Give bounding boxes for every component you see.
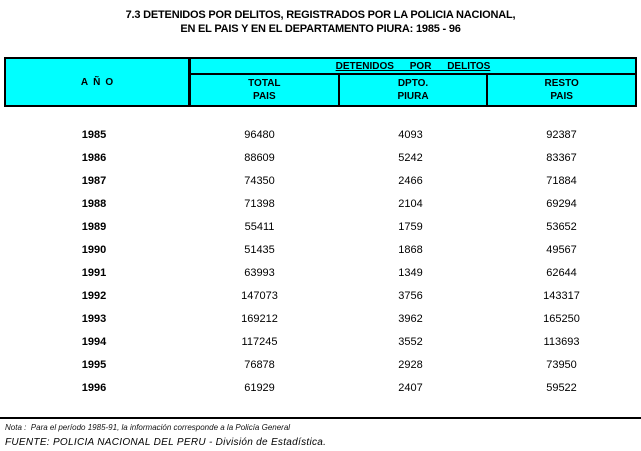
resto-pais-cell: 71884 (546, 174, 577, 187)
resto-pais-cell: 113693 (543, 335, 580, 348)
column-header-line: PAIS (253, 90, 276, 102)
column-header-total-pais: TOTAL PAIS (191, 75, 338, 105)
total-pais-cell: 61929 (244, 381, 275, 394)
table-row: 1992 147073 3756 143317 (4, 284, 637, 307)
table-row: 1990 51435 1868 49567 (4, 238, 637, 261)
year-cell: 1995 (81, 358, 107, 371)
dpto-piura-cell: 1759 (398, 220, 423, 233)
dpto-piura-cell: 2466 (398, 174, 423, 187)
resto-pais-cell: 165250 (543, 312, 580, 325)
dpto-piura-cell: 3552 (398, 335, 423, 348)
table-row: 1996 61929 2407 59522 (4, 376, 637, 399)
footer-divider (0, 417, 641, 419)
subcolumn-headers: TOTAL PAIS DPTO. PIURA RESTO PAIS (191, 75, 635, 105)
band-header: DETENIDOS POR DELITOS (191, 59, 635, 75)
year-cell: 1993 (81, 312, 107, 325)
resto-pais-cell: 143317 (543, 289, 580, 302)
title-line-1: 7.3 DETENIDOS POR DELITOS, REGISTRADOS P… (125, 9, 516, 21)
dpto-piura-cell: 2104 (398, 197, 423, 210)
table-row: 1985 96480 4093 92387 (4, 123, 637, 146)
dpto-piura-cell: 1349 (398, 266, 423, 279)
total-pais-cell: 147073 (241, 289, 278, 302)
resto-pais-cell: 92387 (546, 128, 577, 141)
table-row: 1987 74350 2466 71884 (4, 169, 637, 192)
dpto-piura-cell: 3756 (398, 289, 423, 302)
column-header-line: PAIS (550, 90, 573, 102)
dpto-piura-cell: 1868 (398, 243, 423, 256)
total-pais-cell: 71398 (244, 197, 275, 210)
table-row: 1995 76878 2928 73950 (4, 353, 637, 376)
column-header-line: TOTAL (248, 78, 281, 90)
table-row: 1993 169212 3962 165250 (4, 307, 637, 330)
table-row: 1994 117245 3552 113693 (4, 330, 637, 353)
resto-pais-cell: 83367 (546, 151, 577, 164)
dpto-piura-cell: 3962 (398, 312, 423, 325)
source-line: FUENTE: POLICIA NACIONAL DEL PERU - Divi… (5, 437, 327, 448)
table-row: 1988 71398 2104 69294 (4, 192, 637, 215)
year-cell: 1986 (81, 151, 107, 164)
total-pais-cell: 88609 (244, 151, 275, 164)
resto-pais-cell: 53652 (546, 220, 577, 233)
resto-pais-cell: 59522 (546, 381, 577, 394)
dpto-piura-cell: 2928 (398, 358, 423, 371)
column-header-dpto-piura: DPTO. PIURA (337, 75, 487, 105)
table-row: 1991 63993 1349 62644 (4, 261, 637, 284)
total-pais-cell: 117245 (241, 335, 278, 348)
total-pais-cell: 51435 (244, 243, 275, 256)
resto-pais-cell: 62644 (546, 266, 577, 279)
total-pais-cell: 63993 (244, 266, 275, 279)
table-row: 1986 88609 5242 83367 (4, 146, 637, 169)
column-header-line: RESTO (544, 78, 579, 90)
column-header-line: PIURA (397, 90, 429, 102)
year-cell: 1991 (81, 266, 107, 279)
year-cell: 1990 (81, 243, 107, 256)
total-pais-cell: 96480 (244, 128, 275, 141)
title-line-2: EN EL PAIS Y EN EL DEPARTAMENTO PIURA: 1… (180, 23, 461, 35)
year-cell: 1988 (81, 197, 107, 210)
column-header-line: DPTO. (397, 78, 429, 90)
year-cell: 1994 (81, 335, 107, 348)
year-cell: 1992 (81, 289, 107, 302)
total-pais-cell: 169212 (241, 312, 278, 325)
year-column-header: AÑO (6, 59, 191, 105)
year-cell: 1985 (81, 128, 107, 141)
resto-pais-cell: 69294 (546, 197, 577, 210)
table-body: 1985 96480 4093 92387 1986 88609 5242 83… (4, 123, 637, 399)
year-cell: 1996 (81, 381, 107, 394)
total-pais-cell: 74350 (244, 174, 275, 187)
dpto-piura-cell: 2407 (398, 381, 423, 394)
footnote: Nota : Para el período 1985-91, la infor… (5, 423, 291, 432)
total-pais-cell: 55411 (244, 220, 275, 233)
detenidos-header-group: DETENIDOS POR DELITOS TOTAL PAIS DPTO. P… (191, 59, 635, 105)
dpto-piura-cell: 5242 (398, 151, 423, 164)
table-row: 1989 55411 1759 53652 (4, 215, 637, 238)
column-header-resto-pais: RESTO PAIS (486, 75, 635, 105)
page-footer: Nota : Para el período 1985-91, la infor… (0, 417, 641, 448)
dpto-piura-cell: 4093 (398, 128, 423, 141)
page-title: 7.3 DETENIDOS POR DELITOS, REGISTRADOS P… (0, 0, 641, 36)
year-cell: 1987 (81, 174, 107, 187)
table-header: AÑO DETENIDOS POR DELITOS TOTAL PAIS DPT… (4, 57, 637, 107)
resto-pais-cell: 49567 (546, 243, 577, 256)
year-cell: 1989 (81, 220, 107, 233)
total-pais-cell: 76878 (244, 358, 275, 371)
resto-pais-cell: 73950 (546, 358, 577, 371)
